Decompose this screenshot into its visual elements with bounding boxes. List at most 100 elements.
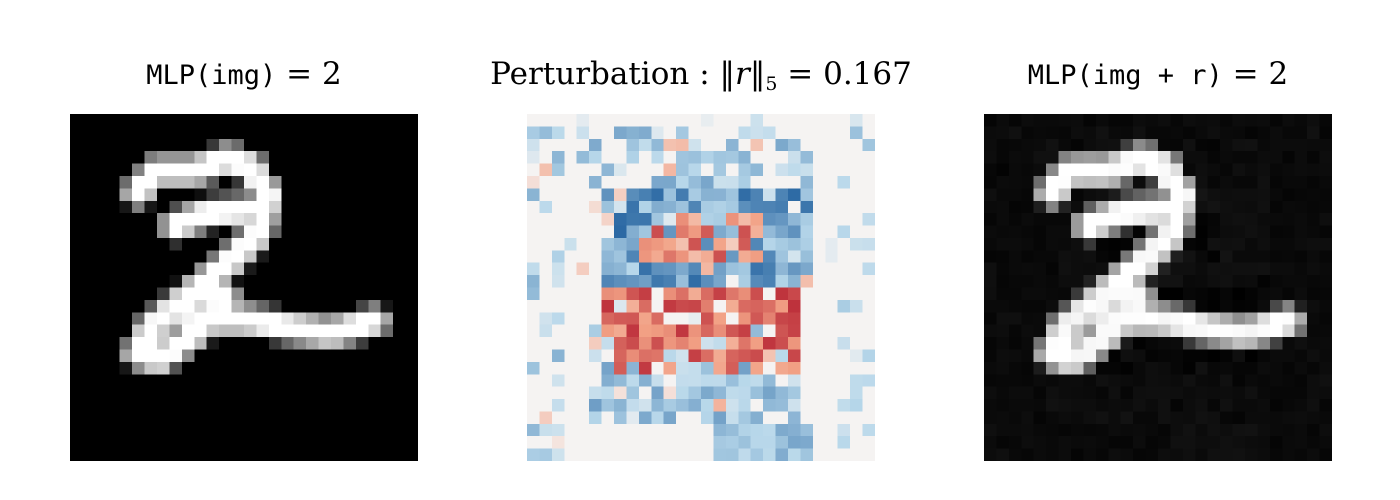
image-pixel [576, 324, 590, 338]
image-pixel [1095, 262, 1109, 276]
image-pixel [70, 423, 83, 437]
image-pixel [1120, 374, 1134, 387]
image-pixel [651, 225, 664, 239]
image-pixel [601, 114, 615, 127]
image-pixel [1232, 436, 1246, 449]
image-pixel [984, 250, 997, 263]
image-pixel [651, 262, 664, 276]
image-pixel [576, 374, 590, 387]
image-pixel [651, 448, 664, 461]
image-pixel [825, 324, 838, 338]
image-pixel [1158, 175, 1171, 189]
image-pixel [800, 225, 814, 239]
image-pixel [601, 374, 615, 387]
image-pixel [812, 237, 826, 251]
image-pixel [1170, 411, 1184, 425]
image-pixel [119, 312, 133, 325]
image-pixel [725, 386, 739, 400]
image-pixel [837, 374, 851, 387]
image-pixel [157, 250, 170, 263]
image-pixel [1058, 188, 1072, 201]
image-pixel [576, 423, 590, 437]
image-pixel [713, 188, 727, 201]
image-pixel [318, 312, 332, 325]
image-pixel [119, 126, 133, 140]
image-pixel [651, 299, 664, 313]
image-pixel [688, 200, 702, 214]
image-pixel [1282, 287, 1295, 301]
image-pixel [589, 411, 602, 425]
image-pixel [1232, 200, 1246, 214]
image-pixel [206, 163, 220, 177]
image-pixel [837, 361, 851, 375]
image-pixel [750, 138, 764, 152]
image-pixel [293, 163, 307, 177]
image-pixel [355, 312, 369, 325]
image-pixel [1257, 213, 1271, 226]
image-pixel [1307, 225, 1320, 239]
image-pixel [539, 349, 553, 363]
image-pixel [281, 188, 294, 201]
image-pixel [1095, 423, 1109, 437]
image-pixel [1083, 126, 1097, 140]
image-pixel [181, 361, 195, 375]
image-pixel [219, 225, 232, 239]
image-pixel [713, 237, 727, 251]
image-pixel [527, 275, 540, 288]
image-pixel [701, 163, 714, 177]
image-pixel [256, 299, 270, 313]
image-pixel [368, 299, 381, 313]
image-pixel [169, 349, 183, 363]
image-pixel [244, 237, 257, 251]
image-pixel [688, 151, 702, 164]
image-pixel [1071, 262, 1084, 276]
image-pixel [1071, 126, 1084, 140]
image-pixel [775, 188, 789, 201]
image-pixel [1095, 324, 1109, 338]
image-pixel [996, 126, 1010, 140]
image-pixel [1046, 337, 1059, 350]
image-pixel [70, 361, 83, 375]
image-pixel [268, 337, 282, 350]
image-pixel [850, 138, 863, 152]
image-pixel [738, 225, 751, 239]
image-pixel [244, 163, 257, 177]
image-pixel [231, 151, 245, 164]
image-pixel [862, 312, 875, 325]
image-pixel [181, 399, 195, 412]
image-pixel [244, 225, 257, 239]
image-pixel [293, 299, 307, 313]
image-pixel [256, 349, 270, 363]
image-pixel [1071, 163, 1084, 177]
image-pixel [1307, 386, 1320, 400]
image-pixel [393, 436, 406, 449]
image-pixel [1232, 361, 1246, 375]
image-pixel [862, 151, 875, 164]
image-pixel [800, 436, 814, 449]
image-pixel [1257, 262, 1271, 276]
image-pixel [157, 423, 170, 437]
image-pixel [181, 126, 195, 140]
image-pixel [763, 175, 776, 189]
image-pixel [119, 114, 133, 127]
image-pixel [1294, 349, 1308, 363]
image-pixel [231, 275, 245, 288]
image-pixel [169, 163, 183, 177]
image-pixel [651, 138, 664, 152]
image-pixel [331, 423, 344, 437]
image-pixel [996, 436, 1010, 449]
image-pixel [539, 312, 553, 325]
image-pixel [144, 163, 158, 177]
image-pixel [119, 262, 133, 276]
image-pixel [812, 299, 826, 313]
image-pixel [380, 188, 394, 201]
image-pixel [1182, 114, 1196, 127]
image-pixel [564, 237, 577, 251]
image-pixel [614, 250, 627, 263]
image-pixel [1170, 374, 1184, 387]
image-pixel [527, 374, 540, 387]
image-pixel [713, 151, 727, 164]
image-pixel [763, 188, 776, 201]
image-pixel [1245, 151, 1258, 164]
image-pixel [589, 262, 602, 276]
